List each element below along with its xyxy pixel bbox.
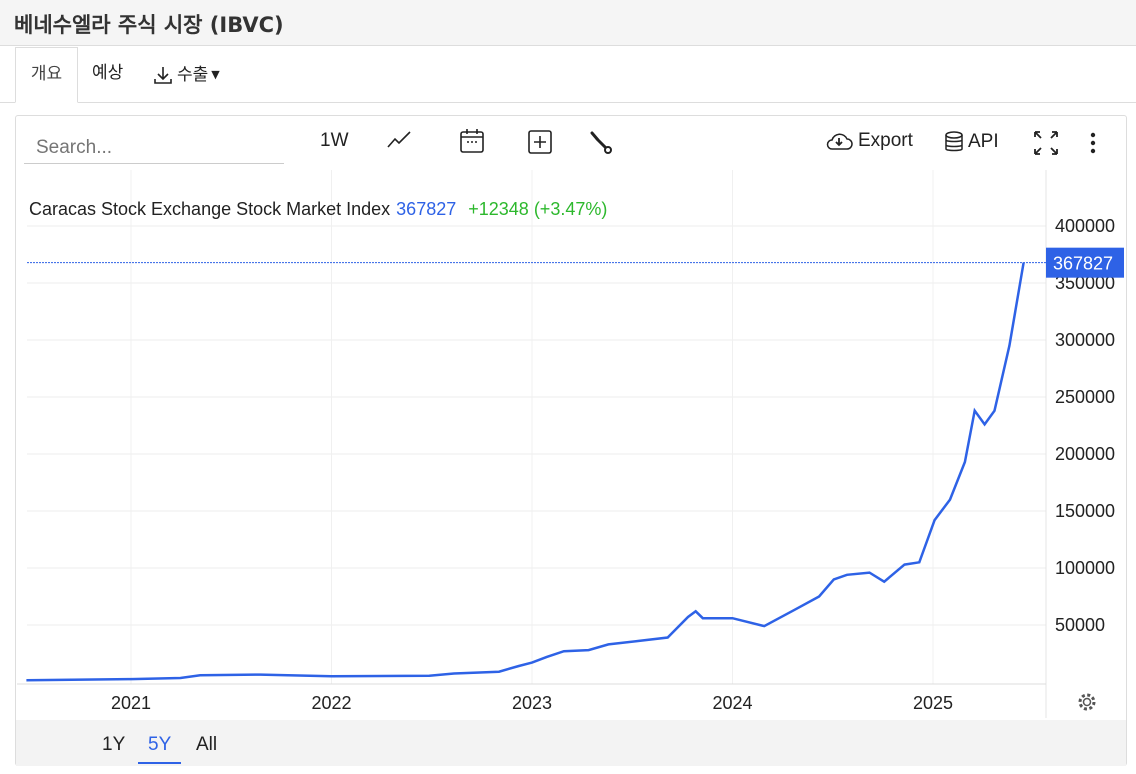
wrench-icon xyxy=(590,131,612,154)
x-tick-label: 2023 xyxy=(512,693,552,713)
legend-last: 367827 xyxy=(396,199,456,219)
range-1y[interactable]: 1Y xyxy=(102,734,126,755)
legend-name: Caracas Stock Exchange Stock Market Inde… xyxy=(29,199,390,219)
x-tick-label: 2022 xyxy=(311,693,351,713)
settings-tool-button[interactable] xyxy=(588,130,614,156)
chart-settings-button[interactable] xyxy=(1078,693,1096,711)
y-tick-label: 300000 xyxy=(1055,330,1115,350)
interval-button[interactable]: 1W xyxy=(320,130,349,151)
range-bar: 1Y 5Y All xyxy=(16,720,1126,766)
download-icon xyxy=(154,67,172,84)
tab-export[interactable]: 수출 ▼ xyxy=(152,47,220,103)
tab-export-label: 수출 xyxy=(177,65,209,85)
y-tick-label: 100000 xyxy=(1055,558,1115,578)
gear-icon xyxy=(1078,693,1096,711)
last-value-box xyxy=(1046,247,1124,278)
y-tick-label: 350000 xyxy=(1055,273,1115,293)
export-label: Export xyxy=(858,130,913,151)
database-icon xyxy=(945,131,963,152)
caret-down-icon: ▼ xyxy=(211,68,220,81)
more-menu-button[interactable] xyxy=(1088,130,1098,156)
calendar-icon xyxy=(460,129,484,153)
chart-panel: 1W Export API 1Y 5Y All xyxy=(15,115,1127,766)
y-tick-label: 400000 xyxy=(1055,216,1115,236)
y-tick-label: 200000 xyxy=(1055,444,1115,464)
tab-bar: 개요 예상 수출 ▼ xyxy=(0,47,1136,103)
page-title: 베네수엘라 주식 시장 (IBVC) xyxy=(14,13,284,37)
tab-overview[interactable]: 개요 xyxy=(15,47,78,103)
legend: Caracas Stock Exchange Stock Market Inde… xyxy=(29,199,607,219)
cloud-download-icon xyxy=(826,133,853,150)
y-tick-label: 150000 xyxy=(1055,501,1115,521)
api-button[interactable]: API xyxy=(944,130,999,154)
fullscreen-icon xyxy=(1034,131,1058,155)
tab-forecast[interactable]: 예상 xyxy=(92,63,124,83)
fullscreen-button[interactable] xyxy=(1033,130,1059,156)
api-label: API xyxy=(968,131,999,152)
line-chart-icon xyxy=(387,131,411,148)
export-button[interactable]: Export xyxy=(824,130,913,152)
legend-change: +12348 (+3.47%) xyxy=(468,199,607,219)
x-tick-label: 2024 xyxy=(712,693,752,713)
x-tick-label: 2021 xyxy=(111,693,151,713)
series-line xyxy=(26,262,1025,682)
y-tick-label: 50000 xyxy=(1055,615,1105,635)
chart-type-button[interactable] xyxy=(386,128,414,152)
compare-button[interactable] xyxy=(528,130,552,154)
range-all[interactable]: All xyxy=(196,734,218,755)
last-value-label: 367827 xyxy=(1053,254,1113,274)
search-input[interactable] xyxy=(24,132,284,164)
title-bar: 베네수엘라 주식 시장 (IBVC) xyxy=(0,0,1136,46)
more-vertical-icon xyxy=(1090,132,1096,154)
x-tick-label: 2025 xyxy=(913,693,953,713)
y-tick-label: 250000 xyxy=(1055,387,1115,407)
date-range-button[interactable] xyxy=(459,127,485,155)
range-5y[interactable]: 5Y xyxy=(138,734,182,764)
plus-square-icon xyxy=(528,130,552,154)
